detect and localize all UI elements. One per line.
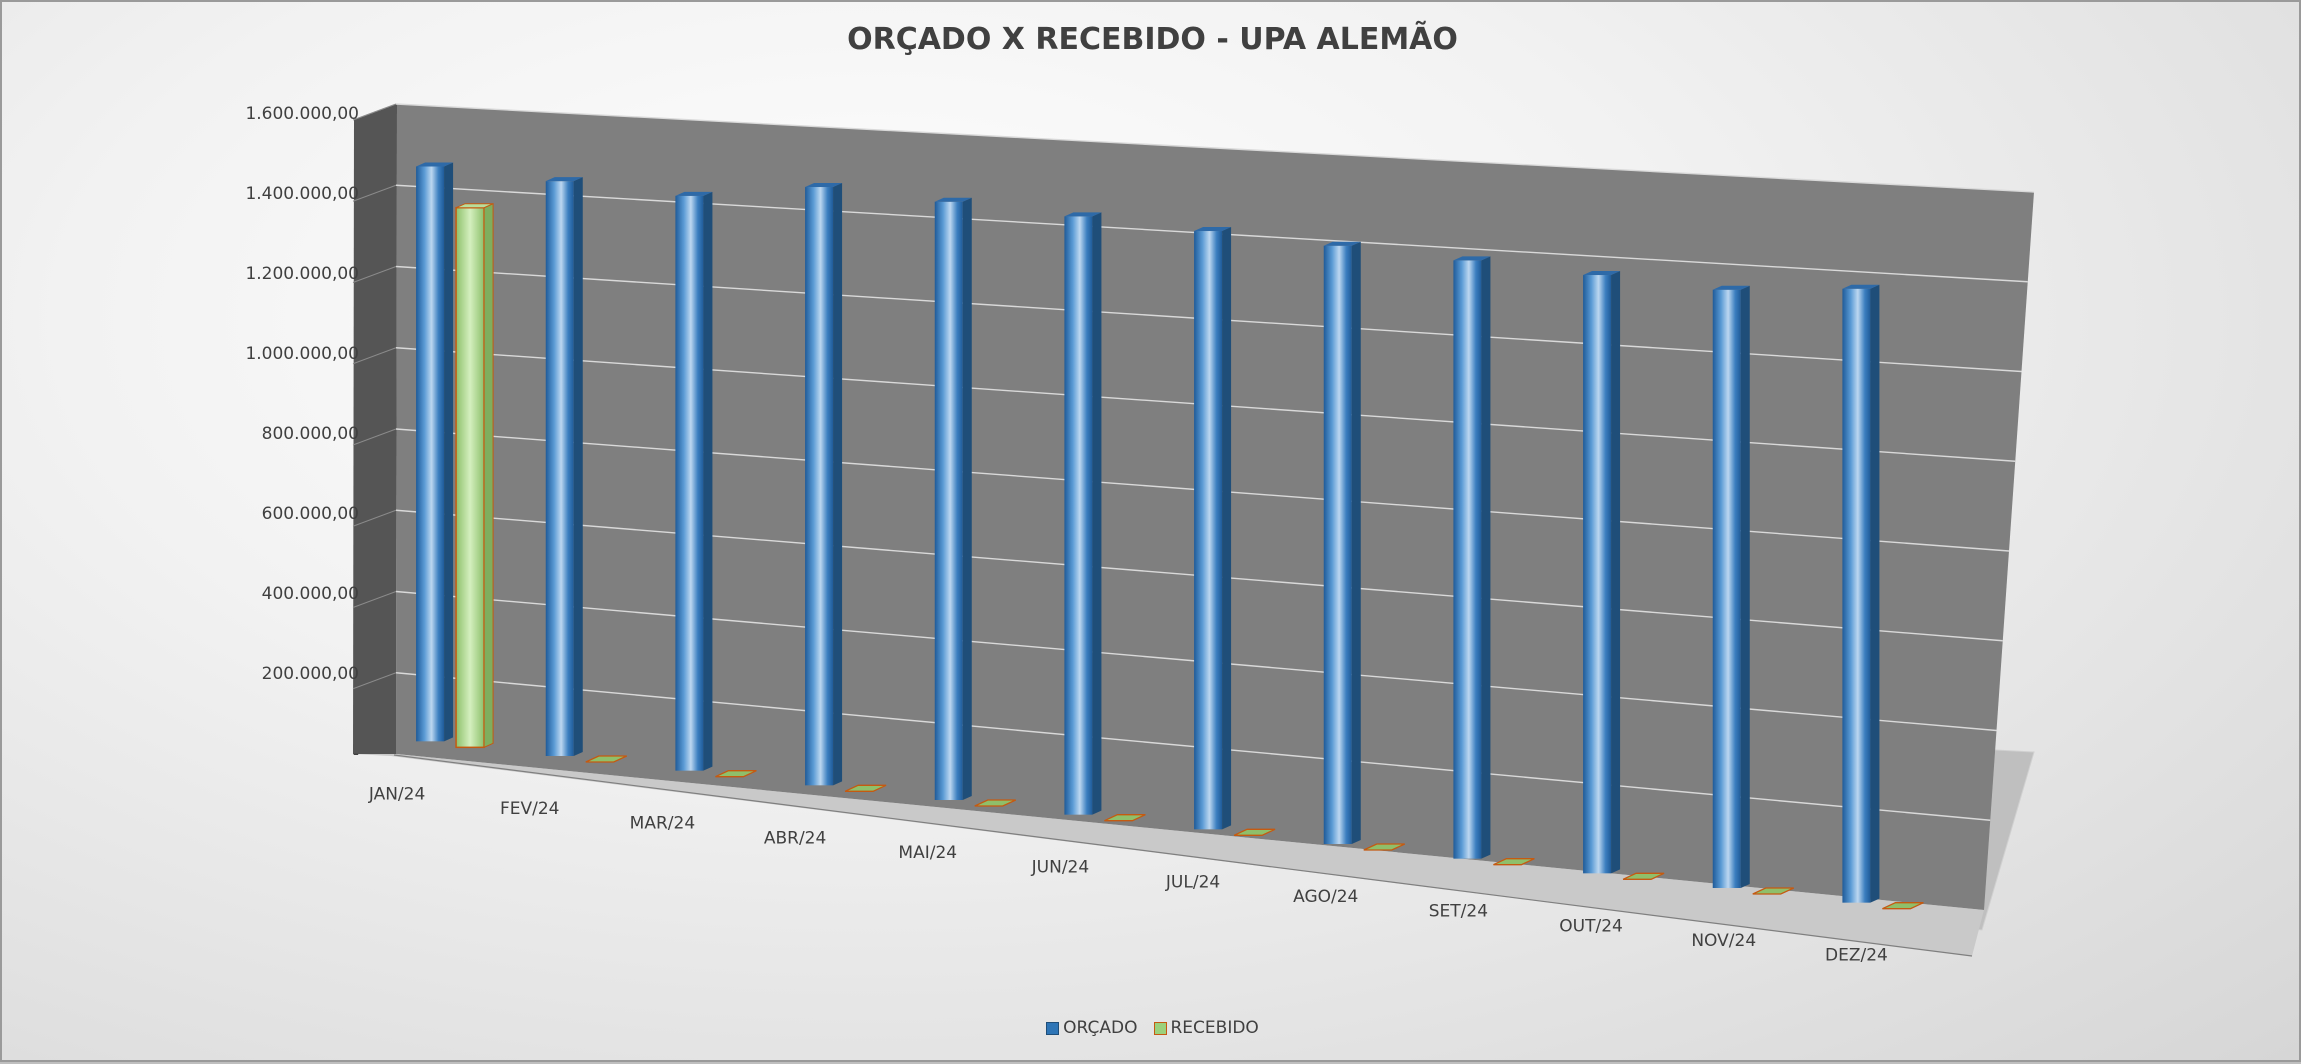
x-tick-label: ABR/24 <box>764 828 826 848</box>
bar-recebido-JAN/24 <box>455 202 494 749</box>
y-tick-label: 1.400.000,00 <box>245 184 359 204</box>
legend-item-orcado: ORÇADO <box>1046 1018 1138 1038</box>
bar-recebido-JUN/24 <box>1104 814 1146 822</box>
x-tick-label: NOV/24 <box>1691 931 1756 951</box>
bar-orcado-SET/24 <box>1453 256 1491 859</box>
bar-recebido-FEV/24 <box>585 755 628 763</box>
bar-orcado-DEZ/24 <box>1842 284 1880 903</box>
x-tick-label: MAI/24 <box>898 843 957 863</box>
side-gridline <box>352 672 397 690</box>
bar-recebido-JUL/24 <box>1233 828 1276 836</box>
bar-orcado-JAN/24 <box>416 162 454 742</box>
bar-orcado-JUN/24 <box>1064 212 1102 815</box>
bar-recebido-MAR/24 <box>715 770 757 778</box>
side-wall <box>353 104 397 754</box>
x-tick-label: FEV/24 <box>500 799 560 819</box>
side-gridline <box>352 428 397 446</box>
y-tick-label: - <box>353 744 359 764</box>
y-tick-label: 400.000,00 <box>262 584 359 604</box>
y-tick-label: 800.000,00 <box>262 424 359 444</box>
chart-title: ORÇADO X RECEBIDO - UPA ALEMÃO <box>847 22 1458 57</box>
x-axis-line <box>393 754 1973 957</box>
legend-swatch-orcado <box>1046 1021 1060 1035</box>
y-tick-label: 200.000,00 <box>262 664 359 684</box>
y-tick-label: 1.000.000,00 <box>245 344 359 364</box>
x-tick-label: DEZ/24 <box>1825 946 1888 966</box>
bar-orcado-AGO/24 <box>1323 241 1361 845</box>
gridline <box>395 103 2035 193</box>
x-tick-label: JUL/24 <box>1165 872 1220 892</box>
x-tick-label: JUN/24 <box>1031 858 1090 878</box>
y-tick-label: 1.600.000,00 <box>245 104 359 124</box>
side-gridline <box>352 266 397 283</box>
legend-swatch-recebido <box>1153 1021 1167 1035</box>
side-gridline <box>352 184 397 202</box>
bar-recebido-DEZ/24 <box>1882 902 1924 910</box>
y-tick-label: 600.000,00 <box>262 504 359 524</box>
bar-recebido-MAI/24 <box>974 799 1017 807</box>
bar-recebido-AGO/24 <box>1363 843 1406 851</box>
side-gridline <box>352 509 397 527</box>
bar-recebido-SET/24 <box>1493 858 1535 866</box>
bar-recebido-NOV/24 <box>1752 887 1795 895</box>
bar-orcado-MAI/24 <box>934 197 972 801</box>
legend-label-orcado: ORÇADO <box>1063 1018 1138 1038</box>
bar-orcado-ABR/24 <box>805 183 843 786</box>
legend-label-recebido: RECEBIDO <box>1170 1018 1259 1038</box>
x-tick-label: OUT/24 <box>1559 916 1623 936</box>
bar-orcado-FEV/24 <box>545 177 583 756</box>
bar-recebido-OUT/24 <box>1622 872 1665 880</box>
bar-orcado-NOV/24 <box>1712 285 1750 889</box>
bar-orcado-MAR/24 <box>675 191 713 771</box>
x-tick-label: SET/24 <box>1429 902 1488 922</box>
y-tick-label: 1.200.000,00 <box>245 264 359 284</box>
side-gridline <box>352 591 397 608</box>
bar-recebido-ABR/24 <box>844 784 887 792</box>
x-tick-label: AGO/24 <box>1293 887 1358 907</box>
bar-orcado-JUL/24 <box>1194 227 1232 830</box>
x-tick-label: JAN/24 <box>368 784 425 804</box>
bar-orcado-OUT/24 <box>1583 271 1621 874</box>
side-gridline <box>352 347 397 365</box>
side-gridline <box>352 103 397 121</box>
x-tick-label: MAR/24 <box>630 814 695 834</box>
legend-item-recebido: RECEBIDO <box>1153 1018 1259 1038</box>
chart-legend: ORÇADO RECEBIDO <box>2 1018 2301 1038</box>
